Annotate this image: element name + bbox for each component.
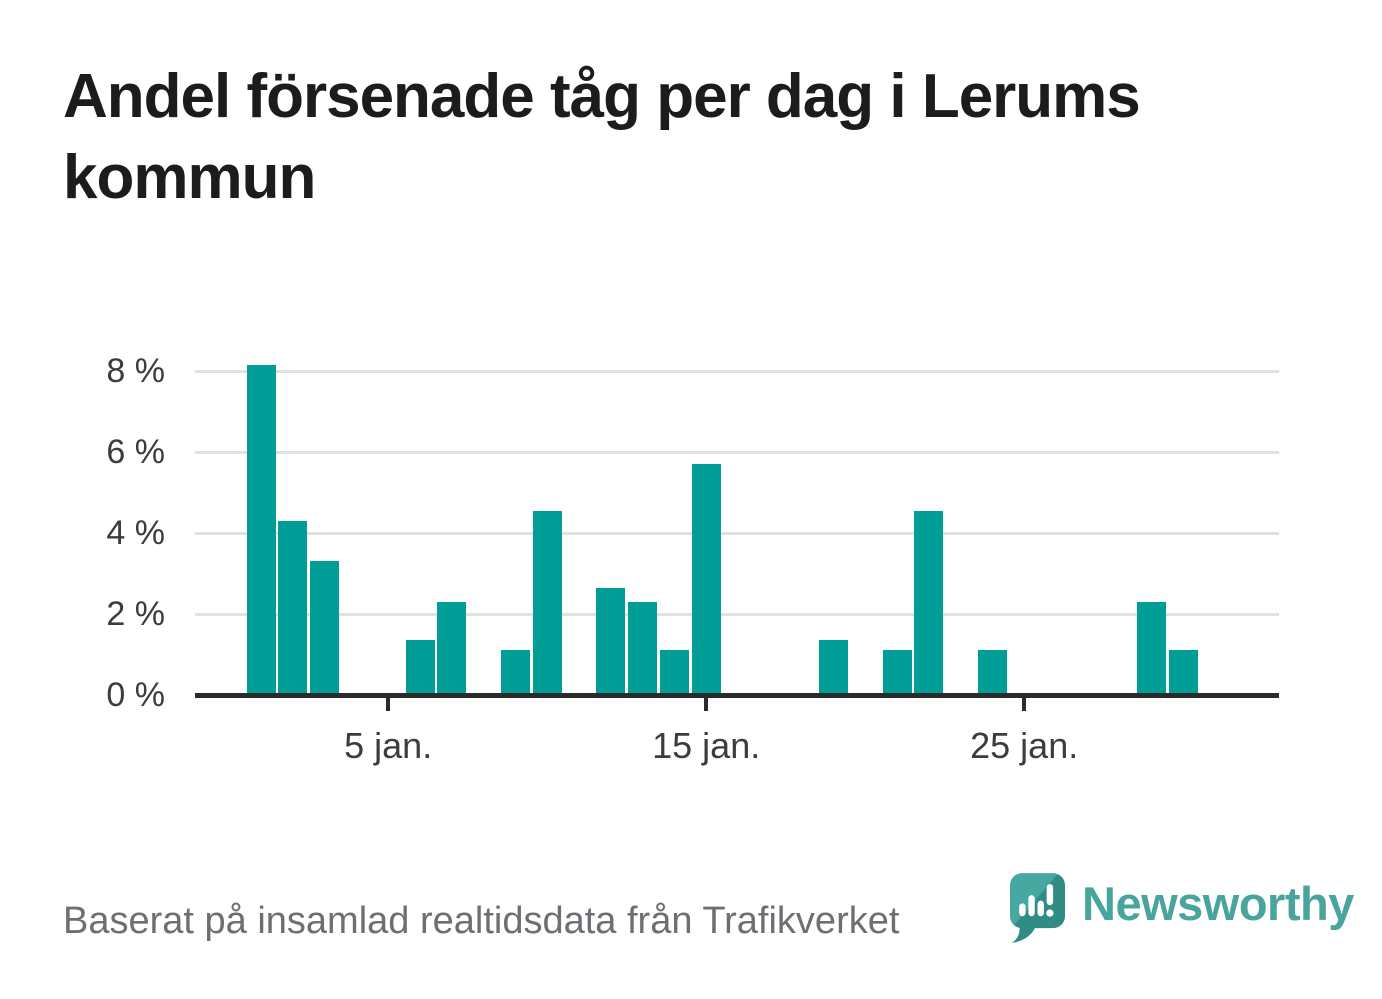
page-title: Andel försenade tåg per dag i Lerums kom… xyxy=(63,62,1141,212)
logo-exclamation-stem xyxy=(1046,884,1054,906)
x-axis-tick-25-jan xyxy=(1022,695,1027,711)
bar-22-jan xyxy=(914,511,943,695)
bar-30-jan xyxy=(1169,650,1198,695)
y-axis-label-6-pct: 6 % xyxy=(106,433,165,471)
newsworthy-logo: Newsworthy xyxy=(1010,873,1354,943)
bar-6-jan xyxy=(406,640,435,695)
source-note: Baserat på insamlad realtidsdata från Tr… xyxy=(63,900,900,942)
y-axis-label-8-pct: 8 % xyxy=(106,352,165,390)
newsworthy-speech-bubble-bar-chart-exclamation-icon xyxy=(1010,873,1065,943)
bar-24-jan xyxy=(978,650,1007,695)
bar-21-jan xyxy=(883,650,912,695)
logo-bubble xyxy=(1010,873,1065,929)
bar-1-jan xyxy=(247,365,276,695)
bar-2-jan xyxy=(278,521,307,695)
bar-13-jan xyxy=(628,602,657,695)
bar-14-jan xyxy=(660,650,689,695)
gridline-4-pct xyxy=(195,531,1279,535)
bar-10-jan xyxy=(533,511,562,695)
bar-9-jan xyxy=(501,650,530,695)
bar-3-jan xyxy=(310,561,339,695)
y-axis-label-2-pct: 2 % xyxy=(106,595,165,633)
x-axis-tick-15-jan xyxy=(704,695,709,711)
newsworthy-wordmark: Newsworthy xyxy=(1082,877,1354,930)
x-axis-tick-5-jan xyxy=(386,695,391,711)
bar-15-jan xyxy=(692,464,721,695)
bar-12-jan xyxy=(596,588,625,695)
y-axis-label-0-pct: 0 % xyxy=(106,676,165,714)
x-axis-label-5-jan: 5 jan. xyxy=(344,725,433,766)
gridline-6-pct xyxy=(195,450,1279,454)
logo-bar-tall xyxy=(1028,895,1035,917)
bar-19-jan xyxy=(819,640,848,695)
logo-bubble-tail xyxy=(1011,922,1037,943)
logo-exclamation-dot xyxy=(1046,909,1054,917)
x-axis-line xyxy=(195,692,1279,698)
gridline-8-pct xyxy=(195,369,1279,373)
x-axis-label-25-jan: 25 jan. xyxy=(970,725,1079,766)
logo-bar-medium xyxy=(1037,900,1044,917)
logo-bar-small xyxy=(1019,903,1026,917)
gridline-2-pct xyxy=(195,612,1279,616)
bar-7-jan xyxy=(437,602,466,695)
bar-29-jan xyxy=(1137,602,1166,695)
y-axis-label-4-pct: 4 % xyxy=(106,514,165,552)
x-axis-label-15-jan: 15 jan. xyxy=(652,725,761,766)
